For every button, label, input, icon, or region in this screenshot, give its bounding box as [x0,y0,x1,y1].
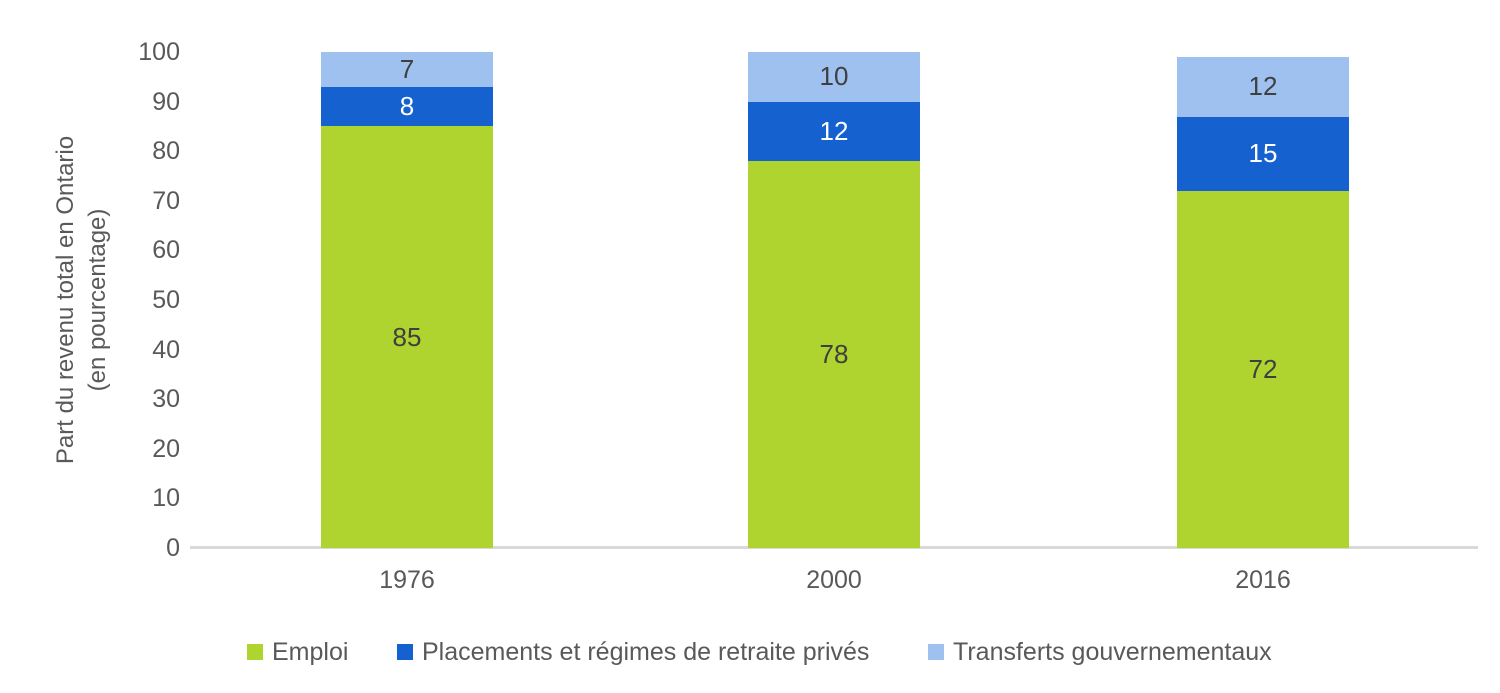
bar-segment-2000: 78 [748,161,920,548]
y-tick-label-40: 40 [152,335,180,364]
legend-label: Emploi [272,637,349,666]
bar-segment-2000: 12 [748,101,920,162]
bar-2000: 78 12 10 [748,52,920,548]
data-label: 72 [1248,353,1278,384]
data-label: 10 [819,61,849,92]
bar-segment-2016: 15 [1177,116,1349,191]
x-tick-label-1976: 1976 [379,566,435,594]
y-tick-label-0: 0 [166,534,180,562]
legend-swatch-icon [247,644,263,660]
data-label: 78 [819,339,849,370]
bar-segment-1976: 7 [321,52,493,87]
data-label: 12 [1248,71,1278,102]
legend-label: Transferts gouvernementaux [953,637,1272,666]
y-tick-label-60: 60 [152,236,180,265]
legend-item: Transferts gouvernementaux [928,636,1272,668]
legend-swatch-icon [928,644,944,660]
legend-swatch-icon [397,644,413,660]
legend-item: Emploi [247,636,348,668]
data-label: 7 [399,53,415,84]
bar-segment-1976: 8 [321,86,493,127]
bar-2016: 72 15 12 [1177,56,1349,548]
bar-segment-1976: 85 [321,126,493,548]
x-tick-label-2016: 2016 [1235,566,1291,594]
data-label: 12 [819,115,849,146]
y-tick-label-30: 30 [152,385,180,414]
data-label: 15 [1248,138,1278,169]
legend-label: Placements et régimes de retraite privés [422,637,870,666]
bar-segment-2016: 12 [1177,56,1349,117]
data-label: 8 [399,91,415,122]
legend-item: Placements et régimes de retraite privés [397,636,869,668]
bar-segment-2016: 72 [1177,190,1349,548]
data-label: 85 [392,321,422,352]
y-tick-label-80: 80 [152,137,180,166]
bar-1976: 85 8 7 [321,52,493,548]
x-tick-label-2000: 2000 [806,566,862,594]
y-tick-label-100: 100 [138,38,180,66]
y-tick-label-70: 70 [152,186,180,215]
y-tick-label-10: 10 [152,484,180,513]
y-tick-label-90: 90 [152,87,180,116]
bar-segment-2000: 10 [748,52,920,102]
y-tick-label-50: 50 [152,286,180,314]
y-tick-label-20: 20 [152,434,180,463]
